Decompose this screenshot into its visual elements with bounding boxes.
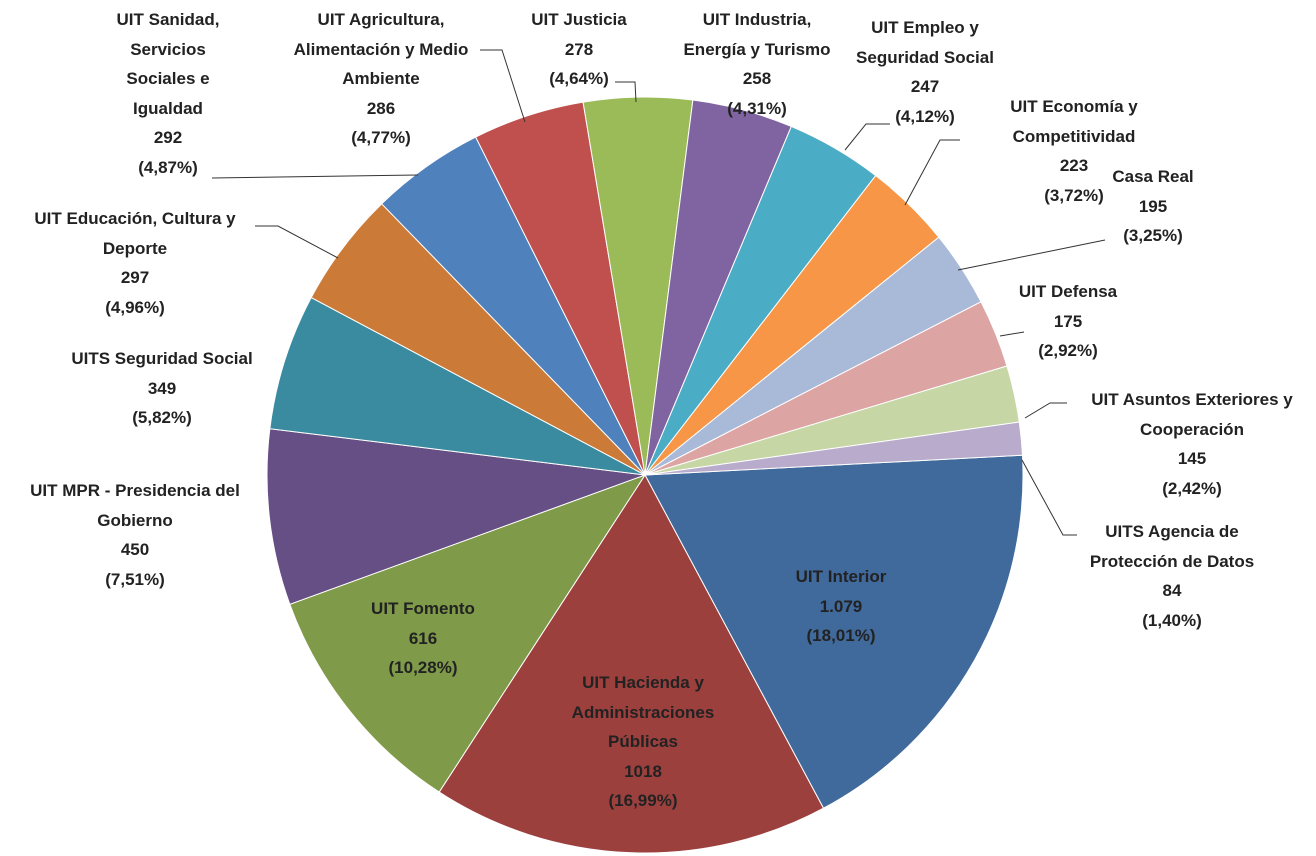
pie-slice: [438, 474, 825, 854]
value-label: 84: [1162, 581, 1182, 601]
value-label: 247: [910, 77, 940, 97]
data-label: UIT Justicia 278 (4,64%): [514, 5, 644, 94]
leader-line: [957, 239, 1106, 271]
percentage-label: (4,77%): [351, 128, 411, 148]
pie-slice: [269, 296, 646, 476]
leader-line: [255, 225, 339, 259]
leader-line: [480, 49, 526, 123]
data-label: Casa Real 195 (3,25%): [1103, 162, 1203, 251]
leader-line: [844, 123, 890, 151]
percentage-label: (3,72%): [1044, 185, 1104, 205]
value-label: 297: [120, 268, 150, 288]
percentage-label: (1,40%): [1142, 610, 1202, 630]
category-name: UITS Agencia de Protección de Datos: [1089, 522, 1255, 571]
category-name: UIT Agricultura, Alimentación y Medio Am…: [293, 10, 469, 89]
category-name: UIT Economía y Competitividad: [1010, 97, 1138, 146]
category-name: UIT Defensa: [1018, 282, 1118, 301]
category-name: UIT Interior: [795, 567, 887, 586]
pie-slice: [644, 421, 1024, 476]
value-label: 450: [120, 540, 150, 560]
percentage-label: (2,42%): [1162, 478, 1222, 498]
percentage-label: (4,96%): [105, 297, 165, 317]
category-name: UIT Industria, Energía y Turismo: [683, 10, 831, 59]
percentage-label: (4,12%): [895, 106, 955, 126]
percentage-label: (4,64%): [549, 69, 609, 89]
percentage-label: (7,51%): [105, 569, 165, 589]
category-name: UIT MPR - Presidencia del Gobierno: [30, 481, 240, 530]
category-name: UITS Seguridad Social: [71, 349, 253, 368]
leader-line: [1021, 459, 1077, 536]
value-label: 145: [1177, 449, 1207, 469]
leader-line: [211, 174, 419, 179]
value-label: 1.079: [819, 596, 863, 616]
pie-slice: [289, 474, 647, 793]
data-label: UITS Seguridad Social 349 (5,82%): [42, 344, 282, 433]
category-name: UIT Fomento: [371, 599, 475, 618]
pie-slice: [644, 454, 1024, 809]
data-label: UIT Sanidad, Servicios Sociales e Iguald…: [108, 5, 228, 183]
data-label: UIT Empleo y Seguridad Social 247 (4,12%): [838, 13, 1013, 131]
percentage-label: (10,28%): [388, 658, 458, 678]
percentage-label: (4,31%): [727, 98, 787, 118]
data-label: UITS Agencia de Protección de Datos 84 (1,…: [1062, 517, 1282, 635]
data-label: UIT Asuntos Exteriores y Cooperación 145 (…: [1067, 385, 1316, 503]
data-label: UIT Defensa 175 (2,92%): [993, 277, 1143, 366]
category-name: UIT Empleo y Seguridad Social: [856, 18, 994, 67]
category-name: UIT Justicia: [531, 10, 627, 29]
category-name: UIT Educación, Cultura y Deporte: [34, 209, 236, 258]
data-label: UIT Educación, Cultura y Deporte 297 (4,96…: [10, 204, 260, 322]
value-label: 278: [564, 39, 594, 59]
value-label: 175: [1053, 311, 1083, 331]
data-label: UIT Hacienda y Administraciones Públicas…: [548, 668, 738, 816]
leader-line: [904, 139, 960, 206]
data-label: UIT Agricultura, Alimentación y Medio Am…: [276, 5, 486, 153]
value-label: 195: [1138, 196, 1168, 216]
pie-slice: [266, 428, 646, 605]
leader-line: [1024, 402, 1067, 419]
percentage-label: (3,25%): [1123, 226, 1183, 246]
percentage-label: (5,82%): [132, 408, 192, 428]
category-name: UIT Hacienda y Administraciones Públicas: [571, 673, 715, 752]
data-label: UIT Economía y Competitividad 223 (3,72%): [992, 92, 1157, 210]
percentage-label: (18,01%): [806, 626, 876, 646]
data-label: UIT Industria, Energía y Turismo 258 (4,31…: [670, 5, 845, 123]
data-label: UIT Fomento 616 (10,28%): [348, 594, 498, 683]
value-label: 286: [366, 98, 396, 118]
percentage-label: (16,99%): [608, 791, 678, 811]
data-label: UIT MPR - Presidencia del Gobierno 450 (7,…: [5, 476, 265, 594]
category-name: Casa Real: [1112, 167, 1194, 186]
category-name: UIT Asuntos Exteriores y Cooperación: [1091, 390, 1293, 439]
value-label: 349: [147, 378, 177, 398]
leader-line: [615, 81, 637, 103]
value-label: 258: [742, 69, 772, 89]
percentage-label: (2,92%): [1038, 341, 1098, 361]
value-label: 616: [408, 628, 438, 648]
value-label: 292: [153, 128, 183, 148]
leader-line: [999, 331, 1025, 337]
value-label: 1018: [624, 761, 662, 781]
percentage-label: (4,87%): [138, 157, 198, 177]
value-label: 223: [1059, 156, 1089, 176]
data-label: UIT Interior 1.079 (18,01%): [766, 562, 916, 651]
category-name: UIT Sanidad, Servicios Sociales e Iguald…: [116, 10, 220, 118]
